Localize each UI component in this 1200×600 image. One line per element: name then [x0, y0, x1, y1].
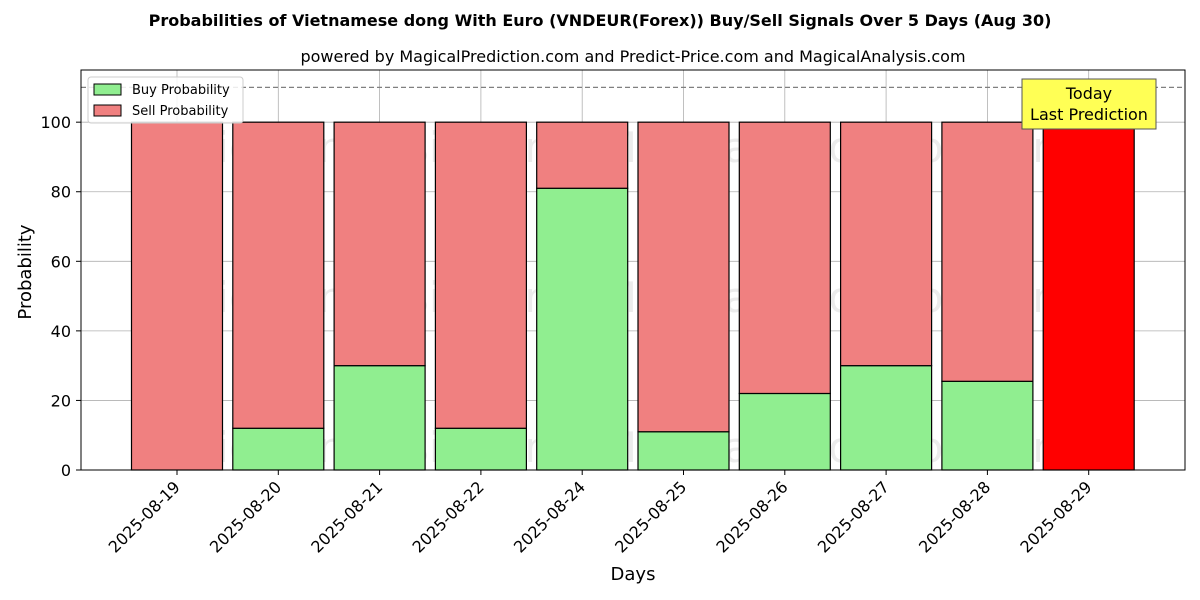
- x-tick-label: 2025-08-26: [712, 477, 791, 556]
- annotation-text: Last Prediction: [1030, 105, 1148, 124]
- sell-bar: [536, 121, 629, 189]
- buy-bar: [738, 392, 831, 471]
- legend-swatch: [93, 83, 122, 96]
- buy-bar: [333, 365, 426, 471]
- buy-bar: [839, 365, 933, 471]
- x-tick-label: 2025-08-22: [409, 477, 488, 556]
- sell-bar: [434, 121, 527, 429]
- x-tick-label: 2025-08-19: [105, 477, 184, 556]
- x-tick-label: 2025-08-27: [814, 477, 893, 556]
- buy-bar: [637, 431, 730, 471]
- y-tick-label: 60: [51, 252, 71, 271]
- x-tick-label: 2025-08-28: [915, 477, 994, 556]
- buy-bar: [941, 380, 1034, 471]
- y-axis-label: Probability: [15, 224, 36, 319]
- sell-bar: [637, 121, 730, 433]
- legend-box: [87, 76, 244, 124]
- annotation-box: [1021, 78, 1157, 130]
- x-tick-label: 2025-08-29: [1016, 477, 1095, 556]
- x-tick-label: 2025-08-24: [510, 477, 589, 556]
- legend-label: Buy Probability: [132, 83, 230, 98]
- sell-bar: [232, 121, 325, 429]
- sell-bar: [941, 121, 1034, 382]
- y-tick-label: 40: [51, 322, 71, 341]
- y-tick-label: 80: [51, 183, 71, 202]
- legend: Buy Probability Sell Probability: [87, 76, 244, 124]
- sell-bar: [333, 121, 426, 367]
- legend-label: Sell Probability: [132, 104, 229, 119]
- buy-bar: [232, 427, 325, 471]
- annotation-text: Today: [1065, 84, 1112, 103]
- x-tick-label: 2025-08-20: [206, 477, 285, 556]
- plot-frame: [80, 69, 1186, 471]
- buy-bar: [434, 427, 527, 471]
- legend-swatch: [93, 104, 122, 117]
- y-tick-label: 20: [51, 391, 71, 410]
- y-tick-label: 100: [40, 113, 71, 132]
- chart-title: Probabilities of Vietnamese dong With Eu…: [149, 11, 1052, 30]
- x-axis-label: Days: [611, 564, 656, 585]
- annotation-layer: Today Last Prediction: [1021, 78, 1157, 130]
- bars-layer: [130, 121, 1135, 471]
- x-tick-label: 2025-08-25: [611, 477, 690, 556]
- chart-subtitle: powered by MagicalPrediction.com and Pre…: [300, 47, 965, 66]
- sell-bar: [130, 121, 224, 471]
- buy-bar: [536, 187, 629, 471]
- y-tick-label: 0: [61, 461, 71, 480]
- x-tick-label: 2025-08-21: [307, 477, 386, 556]
- sell-bar: [839, 121, 933, 367]
- sell-bar: [738, 121, 831, 395]
- sell-bar: [1042, 121, 1135, 471]
